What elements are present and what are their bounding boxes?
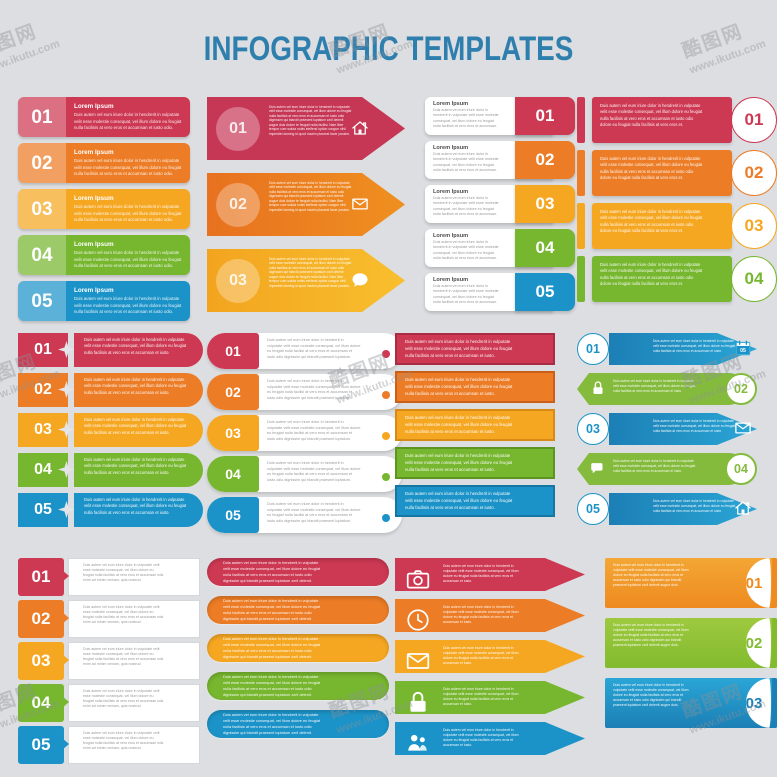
svg-text:05: 05 bbox=[740, 348, 746, 354]
